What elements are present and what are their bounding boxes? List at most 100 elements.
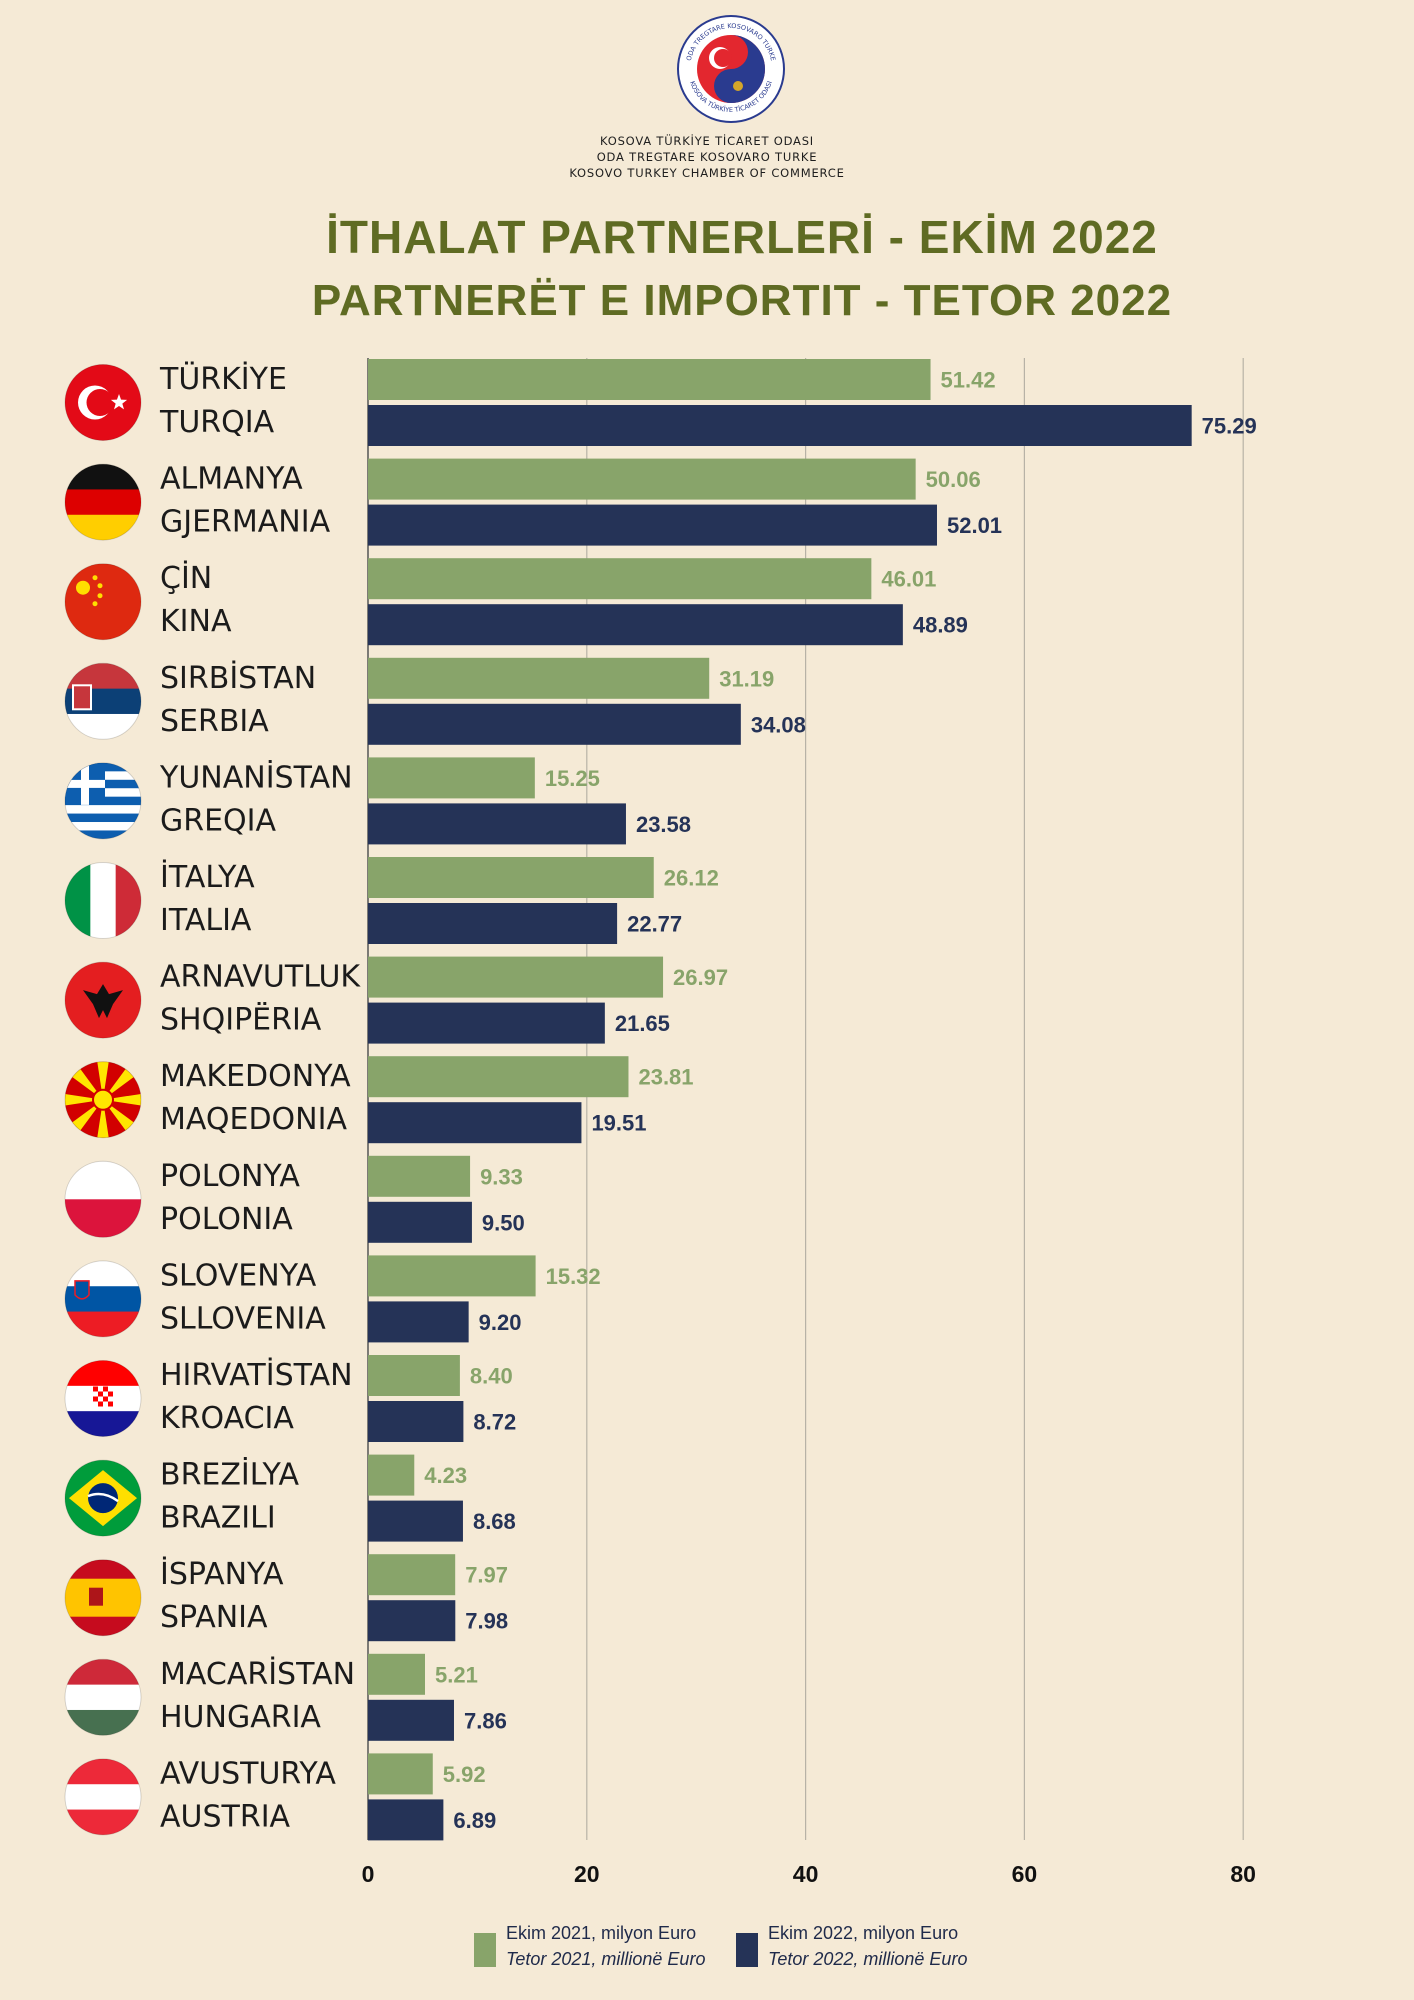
org-name-tr: KOSOVA TÜRKİYE TİCARET ODASI — [600, 134, 814, 148]
x-tick-label: 60 — [1012, 1861, 1038, 1887]
bar-2022 — [368, 1500, 463, 1542]
x-tick-label: 80 — [1230, 1861, 1256, 1887]
x-tick-label: 40 — [793, 1861, 819, 1887]
bar-2021 — [368, 1454, 415, 1496]
legend-label-2022-sq: Tetor 2022, millionë Euro — [768, 1949, 968, 1969]
country-label-tr: YUNANİSTAN — [159, 759, 353, 795]
bar-label-2022: 7.98 — [465, 1609, 508, 1634]
bar-2022 — [368, 1102, 582, 1144]
bar-2022 — [368, 1600, 456, 1642]
country-label-sq: GREQIA — [160, 803, 277, 838]
bar-2022 — [368, 1799, 444, 1841]
flag-outline — [64, 1758, 142, 1836]
country-label-sq: GJERMANIA — [160, 505, 331, 540]
flag-outline — [64, 662, 142, 740]
bar-label-2022: 7.86 — [464, 1708, 507, 1733]
bar-label-2022: 23.58 — [636, 812, 691, 837]
flag-outline — [64, 1260, 142, 1338]
bar-label-2021: 15.32 — [546, 1264, 601, 1289]
bar-chart: 0 20 40 60 80 TÜRKİYE TURQIA 51.42 75.29 ALMANYA G… — [64, 358, 1257, 1887]
bar-label-2021: 9.33 — [480, 1164, 523, 1189]
bar-2022 — [368, 1002, 605, 1044]
country-label-sq: MAQEDONIA — [160, 1102, 347, 1137]
brazil-flag — [65, 1460, 141, 1537]
bar-label-2021: 46.01 — [881, 567, 936, 592]
bar-2021 — [368, 1753, 433, 1795]
bar-label-2021: 26.12 — [664, 866, 719, 891]
flag-outline — [64, 1160, 142, 1238]
legend-label-2022-tr: Ekim 2022, milyon Euro — [768, 1923, 959, 1943]
country-label-tr: SLOVENYA — [160, 1258, 317, 1293]
bar-label-2021: 23.81 — [638, 1065, 693, 1090]
country-label-tr: SIRBİSTAN — [160, 660, 316, 696]
bar-label-2022: 6.89 — [453, 1808, 496, 1833]
country-label-sq: ITALIA — [160, 903, 252, 938]
x-tick-label: 20 — [574, 1861, 600, 1887]
bar-label-2022: 8.72 — [473, 1410, 516, 1435]
chart-title-sq: PARTNERËT E IMPORTIT - TETOR 2022 — [311, 276, 1173, 325]
bar-2021 — [368, 1155, 471, 1197]
chart-title-tr: İTHALAT PARTNERLERİ - EKİM 2022 — [326, 211, 1158, 263]
country-label-tr: POLONYA — [160, 1159, 300, 1194]
bar-2021 — [368, 359, 931, 400]
bar-label-2021: 8.40 — [470, 1364, 513, 1389]
bar-2021 — [368, 458, 916, 500]
flag-outline — [64, 1360, 142, 1437]
country-label-tr: BREZİLYA — [160, 1457, 300, 1493]
flag-outline — [64, 1061, 142, 1139]
country-label-sq: AUSTRIA — [160, 1799, 291, 1834]
flag-outline — [64, 961, 142, 1039]
chamber-logo: ODA TREGTARE KOSOVARO TURKE KOSOVA TÜRKİ… — [677, 15, 785, 123]
country-label-tr: ALMANYA — [160, 462, 303, 497]
bar-2022 — [368, 703, 741, 745]
bar-2021 — [368, 1255, 536, 1297]
bar-label-2022: 21.65 — [615, 1011, 670, 1036]
bar-label-2021: 7.97 — [465, 1563, 508, 1588]
bar-label-2021: 26.97 — [673, 965, 728, 990]
country-label-sq: SLLOVENIA — [160, 1301, 326, 1336]
country-label-tr: ARNAVUTLUK — [160, 960, 361, 995]
x-tick-label: 0 — [362, 1861, 375, 1887]
bar-2022 — [368, 604, 903, 646]
country-label-sq: POLONIA — [160, 1202, 293, 1237]
country-label-tr: İSPANYA — [160, 1556, 284, 1592]
bar-label-2022: 75.29 — [1202, 414, 1257, 439]
bar-label-2022: 8.68 — [473, 1509, 516, 1534]
flag-outline — [64, 862, 142, 939]
country-label-sq: KROACIA — [160, 1401, 294, 1436]
bar-label-2021: 5.21 — [435, 1662, 478, 1687]
country-label-tr: İTALYA — [160, 859, 255, 895]
bar-label-2021: 5.92 — [443, 1762, 486, 1787]
country-label-sq: SERBIA — [160, 704, 269, 739]
bar-2022 — [368, 903, 618, 944]
bar-2022 — [368, 1401, 464, 1442]
bar-2022 — [368, 1201, 472, 1243]
org-name-en: KOSOVO TURKEY CHAMBER OF COMMERCE — [569, 166, 845, 180]
country-label-sq: HUNGARIA — [160, 1700, 321, 1735]
bar-2021 — [368, 857, 654, 898]
flag-outline — [64, 762, 142, 840]
bar-2022 — [368, 1699, 454, 1741]
bar-label-2022: 52.01 — [947, 513, 1002, 538]
bar-label-2022: 9.50 — [482, 1210, 525, 1235]
org-name-sq: ODA TREGTARE KOSOVARO TURKE — [596, 150, 818, 164]
albania-flag — [65, 962, 141, 1039]
turkey-flag — [65, 364, 141, 441]
bar-2021 — [368, 956, 664, 998]
flag-outline — [64, 364, 142, 441]
country-label-tr: ÇİN — [160, 560, 212, 596]
flag-outline — [64, 463, 142, 541]
bar-2022 — [368, 405, 1192, 446]
country-label-sq: BRAZILI — [160, 1501, 276, 1536]
flag-outline — [64, 563, 142, 641]
country-label-tr: MACARİSTAN — [160, 1656, 355, 1692]
bar-label-2022: 19.51 — [591, 1111, 646, 1136]
bar-label-2021: 50.06 — [926, 467, 981, 492]
china-flag — [65, 563, 141, 640]
bar-2021 — [368, 1056, 629, 1098]
bar-label-2021: 31.19 — [719, 666, 774, 691]
flag-outline — [64, 1559, 142, 1637]
country-label-sq: KINA — [160, 604, 232, 639]
bar-2021 — [368, 558, 872, 600]
legend-label-2021-sq: Tetor 2021, millionë Euro — [506, 1949, 706, 1969]
